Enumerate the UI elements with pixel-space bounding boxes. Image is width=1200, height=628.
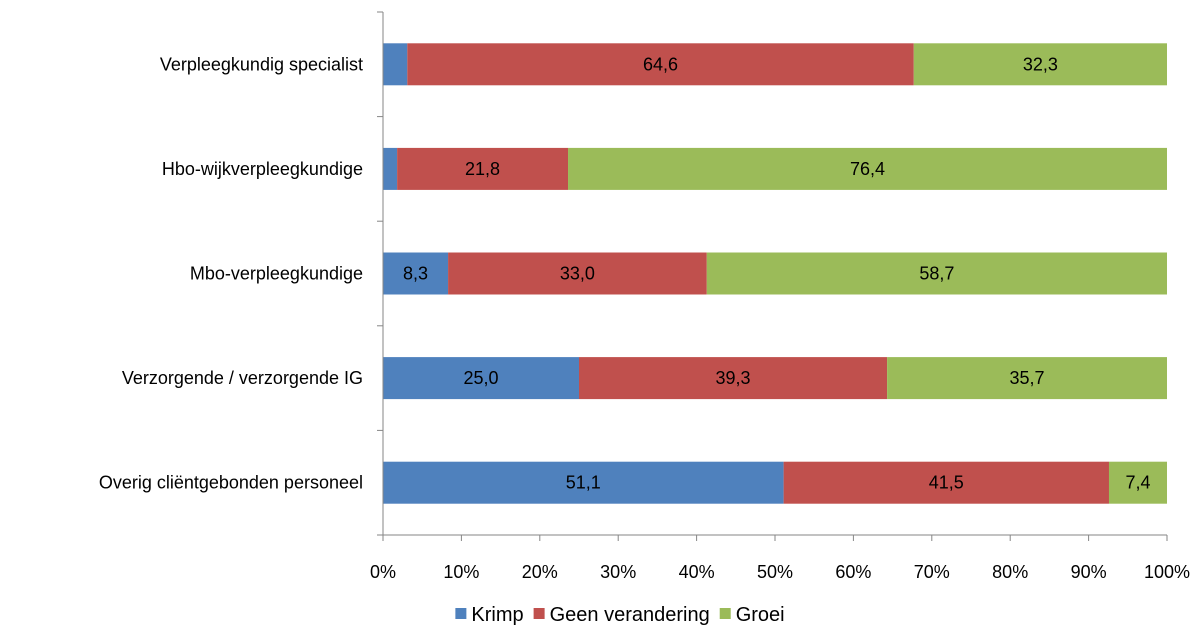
bar-geen-verandering-0 — [407, 43, 914, 86]
bar-groei-4 — [1108, 461, 1167, 504]
x-tick-label: 20% — [522, 562, 558, 582]
data-label: 64,6 — [643, 54, 678, 74]
legend-swatch — [533, 608, 545, 619]
bar-krimp-3 — [383, 357, 579, 400]
data-label: 41,5 — [929, 473, 964, 493]
category-label: Overig cliëntgebonden personeel — [99, 473, 363, 493]
x-tick-label: 50% — [757, 562, 793, 582]
data-label: 25,0 — [463, 368, 498, 388]
bars-group — [383, 43, 1167, 504]
bar-krimp-0 — [383, 43, 408, 86]
x-tick-label: 70% — [914, 562, 950, 582]
x-tick-label: 40% — [679, 562, 715, 582]
legend-swatch — [455, 608, 467, 619]
axes-group — [377, 11, 1168, 541]
category-label: Verzorgende / verzorgende IG — [122, 368, 363, 388]
bar-groei-0 — [913, 43, 1167, 86]
legend-item-geen-verandering: Geen verandering — [533, 604, 710, 626]
legend-label: Geen verandering — [550, 604, 710, 626]
category-label: Hbo-wijkverpleegkundige — [162, 159, 363, 179]
data-labels-group: 64,6 32,3 21,8 76,4 8,3 33,0 58,7 25,0 39,3 35,7 5… — [403, 54, 1150, 492]
bar-krimp-4 — [383, 461, 784, 504]
legend-swatch — [719, 608, 731, 619]
bar-groei-1 — [568, 147, 1167, 190]
data-label: 8,3 — [403, 264, 428, 284]
data-label: 51,1 — [566, 473, 601, 493]
data-label: 39,3 — [716, 368, 751, 388]
category-label: Verpleegkundig specialist — [160, 54, 363, 74]
data-label: 76,4 — [850, 159, 885, 179]
x-tick-label: 90% — [1071, 562, 1107, 582]
bar-geen-verandering-3 — [579, 357, 888, 400]
legend: Krimp Geen verandering Groei — [455, 604, 785, 626]
bar-krimp-2 — [383, 252, 449, 295]
legend-item-krimp: Krimp — [455, 604, 524, 626]
bar-geen-verandering-4 — [783, 461, 1109, 504]
bar-geen-verandering-2 — [448, 252, 707, 295]
data-label: 21,8 — [465, 159, 500, 179]
x-tick-label: 10% — [443, 562, 479, 582]
data-label: 35,7 — [1010, 368, 1045, 388]
legend-label: Groei — [736, 604, 785, 626]
data-label: 58,7 — [919, 264, 954, 284]
x-tick-label: 0% — [370, 562, 396, 582]
bar-groei-2 — [706, 252, 1167, 295]
bar-geen-verandering-1 — [397, 147, 569, 190]
legend-item-groei: Groei — [719, 604, 785, 626]
x-tick-label: 30% — [600, 562, 636, 582]
category-label: Mbo-verpleegkundige — [190, 264, 363, 284]
data-label: 32,3 — [1023, 54, 1058, 74]
bar-krimp-1 — [383, 147, 398, 190]
x-tick-label: 80% — [992, 562, 1028, 582]
data-label: 33,0 — [560, 264, 595, 284]
x-tick-labels-group: 0% 10% 20% 30% 40% 50% 60% 70% 80% 90% 100% — [370, 562, 1190, 582]
x-tick-label: 100% — [1144, 562, 1190, 582]
bar-groei-3 — [887, 357, 1167, 400]
category-labels-group: Verpleegkundig specialist Hbo-wijkverplee… — [99, 54, 363, 492]
x-tick-label: 60% — [835, 562, 871, 582]
data-label: 7,4 — [1125, 473, 1150, 493]
legend-label: Krimp — [471, 604, 523, 626]
